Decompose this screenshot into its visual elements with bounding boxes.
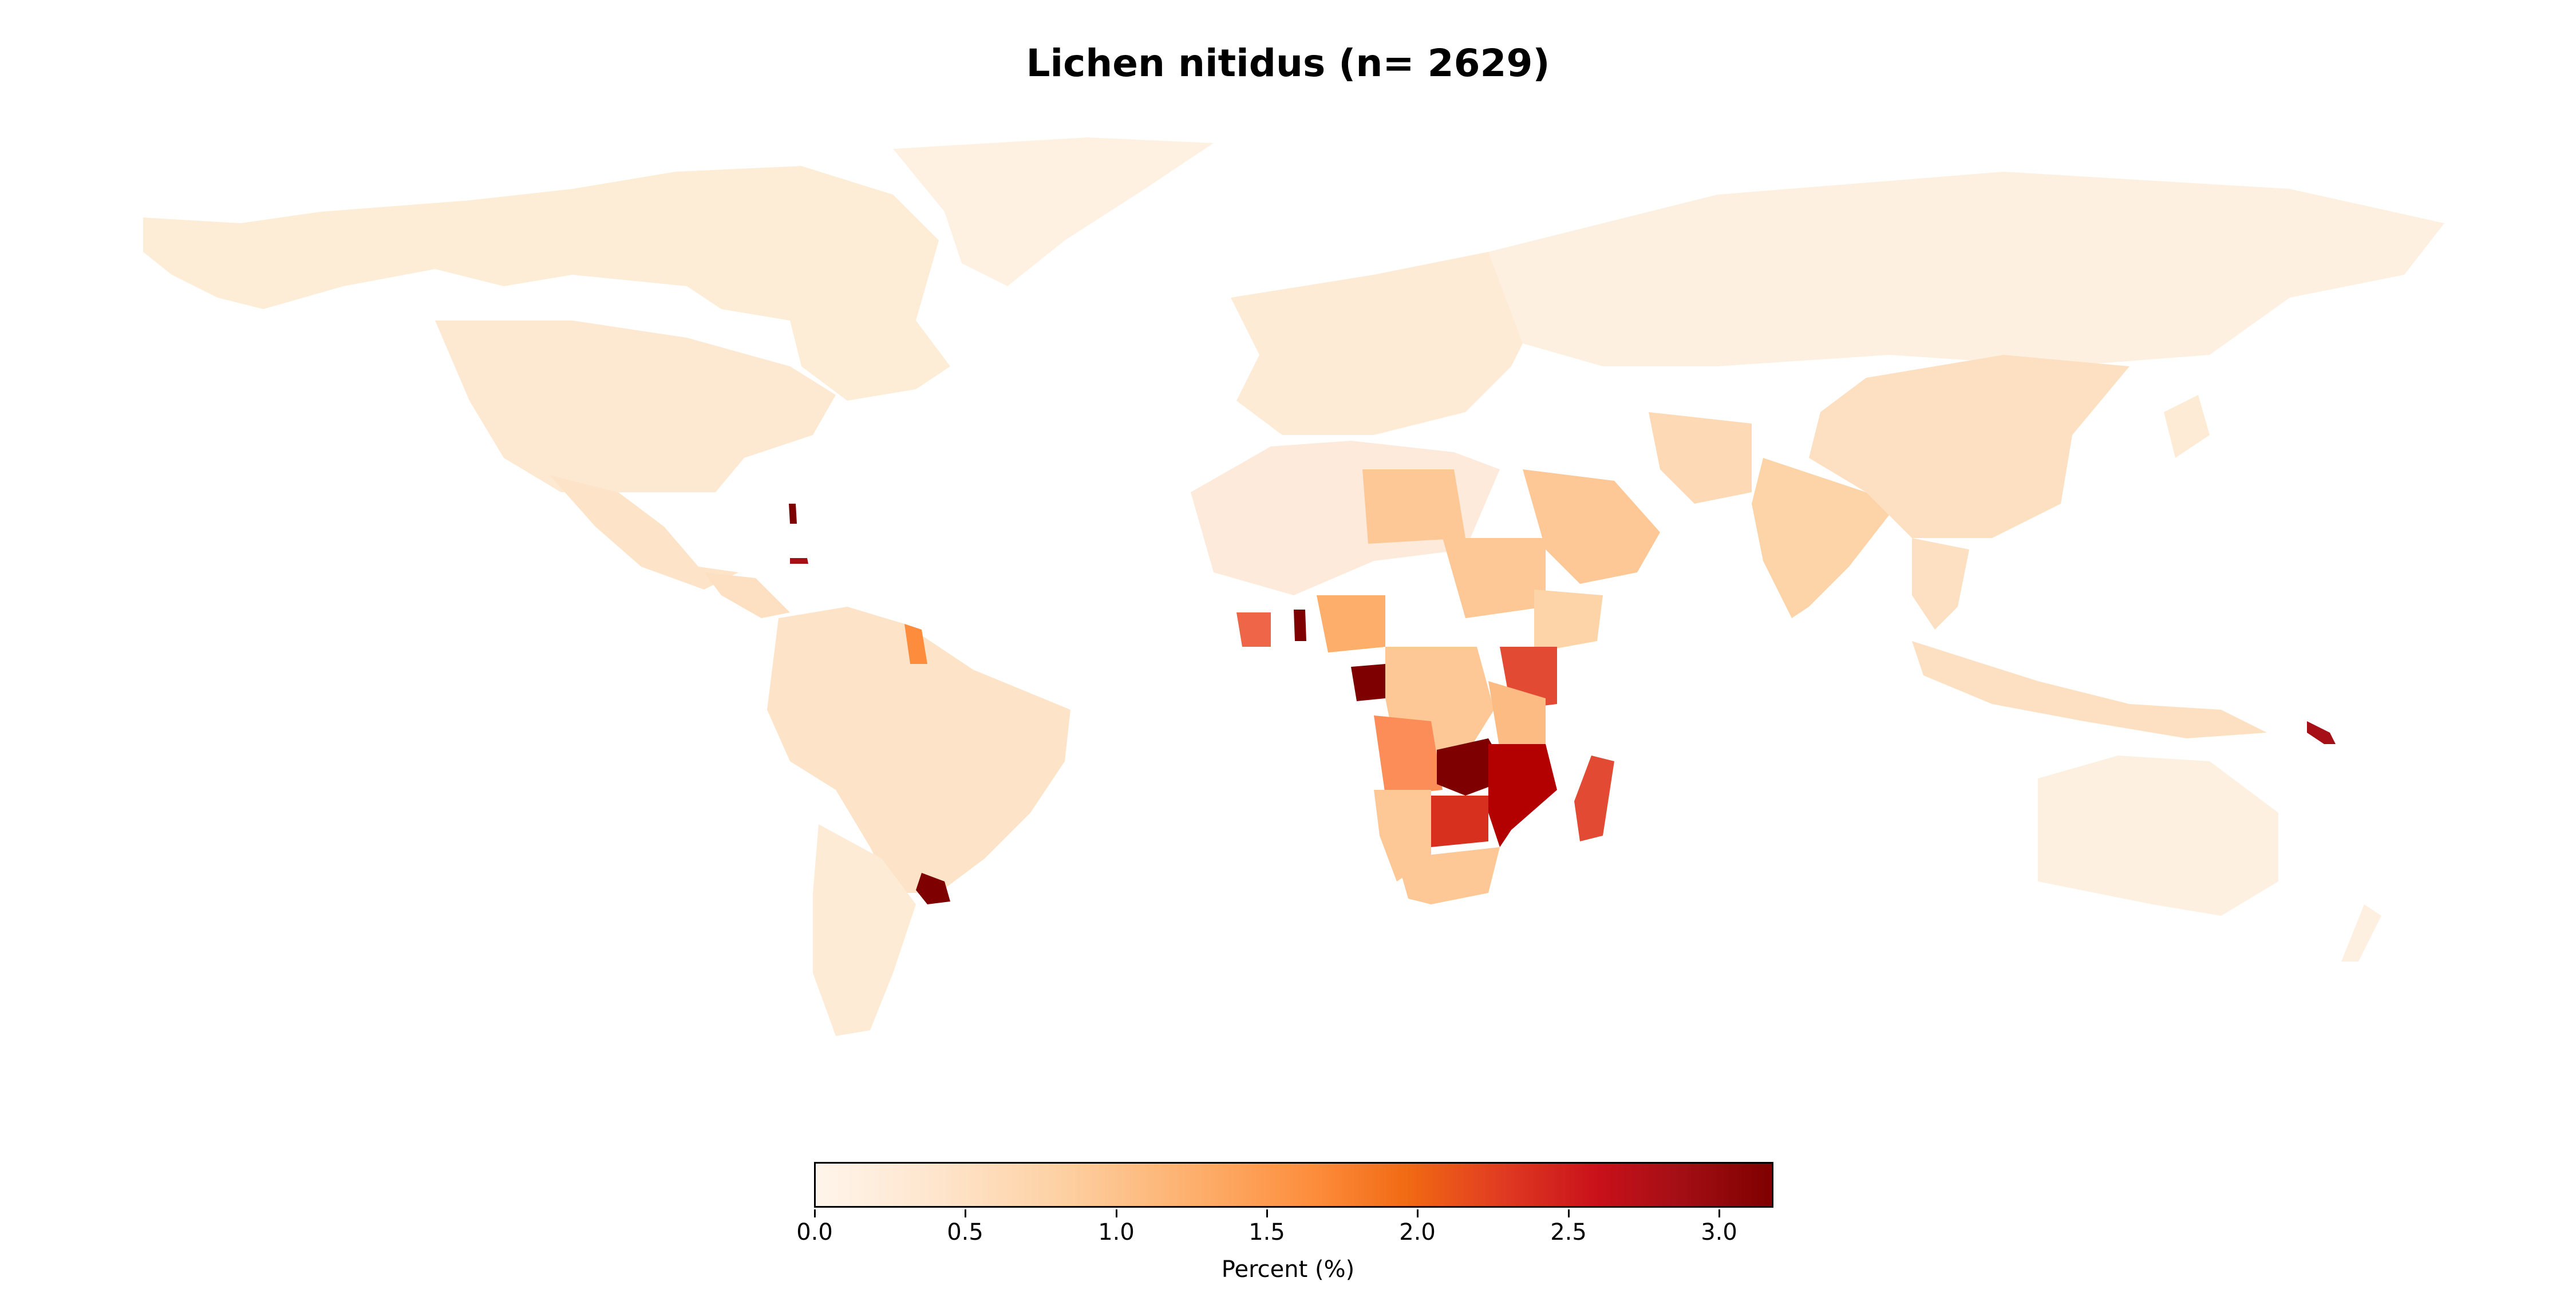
eurasia-region [1231,172,2444,744]
south-america-region [767,607,1070,1036]
region-united-states [435,321,836,492]
colorbar-tick [1417,1209,1419,1217]
colorbar-tick-label: 0.0 [796,1219,833,1245]
region-canada [143,166,950,401]
region-caribbean [790,558,808,564]
colorbar-tick-label: 1.5 [1249,1219,1285,1245]
region-togo [1294,610,1306,641]
region-solomon-islands [2307,721,2336,744]
oceania-region [2038,756,2381,962]
world-map [143,137,2444,1036]
colorbar-tick [1568,1209,1570,1217]
region-angola [1374,715,1443,796]
colorbar [814,1162,1773,1210]
colorbar-label: Percent (%) [1221,1256,1355,1283]
colorbar-tick-label: 3.0 [1701,1219,1737,1245]
africa-region [1191,441,1614,904]
region-uruguay [916,873,950,904]
colorbar-tick [965,1209,966,1217]
region-australia [2038,756,2278,916]
colorbar-tick [814,1209,816,1217]
region-nigeria [1317,595,1385,652]
colorbar-tick-label: 2.0 [1399,1219,1436,1245]
region-sudan [1443,538,1546,618]
region-china [1809,355,2129,538]
region-japan [2164,395,2210,458]
region-tanzania [1488,681,1546,750]
region-guyana [904,624,927,664]
region-libya [1362,469,1465,544]
region-southeast-asia [1912,538,1969,630]
region-india [1752,458,1889,618]
region-ivory-coast [1236,612,1271,647]
region-russia [1488,172,2444,366]
region-madagascar [1574,756,1614,841]
region-iran [1649,412,1752,504]
region-bahamas [789,504,797,524]
region-ethiopia [1534,590,1603,652]
colorbar-tick-label: 1.0 [1098,1219,1135,1245]
region-argentina [813,824,916,1036]
region-indonesia [1912,641,2267,738]
region-mexico [550,475,738,590]
region-gabon [1351,664,1385,701]
colorbar-tick [1266,1209,1268,1217]
region-saudi-arabia [1523,469,1660,584]
region-south-africa [1397,847,1500,904]
colorbar-tick-label: 2.5 [1550,1219,1587,1245]
region-zimbabwe [1431,796,1488,847]
colorbar-tick [1718,1209,1720,1217]
region-europe [1231,252,1546,435]
region-central-america [704,572,790,618]
colorbar-gradient [814,1162,1773,1208]
region-new-zealand [2341,904,2381,962]
region-greenland [893,137,1214,286]
region-brazil [767,607,1070,893]
colorbar-tick-label: 0.5 [947,1219,983,1245]
map-title: Lichen nitidus (n= 2629) [1026,41,1550,85]
north-america-region [143,137,1214,618]
colorbar-tick [1116,1209,1117,1217]
region-malawi-mozambique [1488,744,1557,847]
